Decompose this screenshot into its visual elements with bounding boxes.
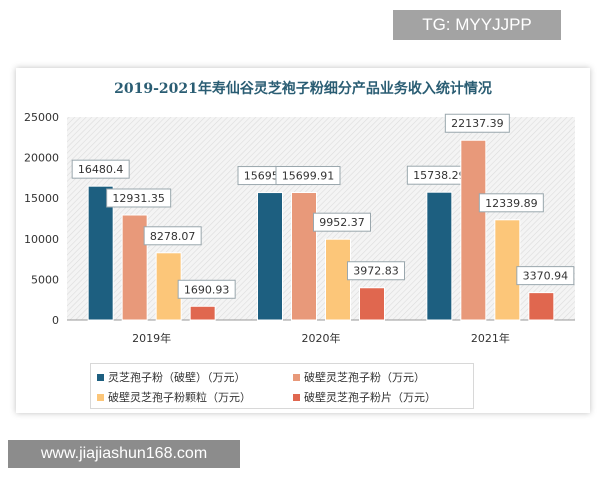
data-label-box bbox=[313, 212, 371, 232]
y-tick-label: 5000 bbox=[31, 273, 59, 286]
bar bbox=[325, 238, 351, 321]
data-label: 1690.93 bbox=[184, 283, 230, 296]
legend-swatch bbox=[97, 373, 104, 381]
data-label: 9952.37 bbox=[319, 216, 365, 229]
data-label: 8278.07 bbox=[150, 230, 196, 243]
legend: 灵芝孢子粉（破壁）（万元） 破壁灵芝孢子粉（万元） 破壁灵芝孢子粉颗粒（万元） … bbox=[90, 363, 474, 409]
y-tick-label: 20000 bbox=[24, 152, 59, 165]
data-label: 15738.29 bbox=[413, 169, 466, 182]
data-label-box bbox=[106, 188, 172, 208]
legend-item-2: 破壁灵芝孢子粉（万元） bbox=[293, 369, 425, 385]
legend-item-4: 破壁灵芝孢子粉片（万元） bbox=[293, 389, 436, 405]
bar bbox=[121, 214, 148, 321]
legend-label: 破壁灵芝孢子粉片（万元） bbox=[304, 391, 436, 404]
legend-item-3: 破壁灵芝孢子粉颗粒（万元） bbox=[97, 389, 251, 405]
legend-swatch bbox=[293, 393, 300, 401]
bar bbox=[291, 192, 317, 321]
bar bbox=[528, 292, 555, 321]
data-label-box bbox=[275, 166, 341, 186]
chart-card: 2019-2021年寿仙谷灵芝袍子粉细分产品业务收入统计情况 0 5000 1000… bbox=[16, 68, 590, 413]
y-tick-label: 10000 bbox=[24, 233, 59, 246]
x-tick-label: 2019年 bbox=[132, 331, 171, 345]
data-label-box bbox=[177, 279, 236, 299]
data-label: 3972.83 bbox=[353, 265, 399, 278]
legend-swatch bbox=[97, 393, 104, 401]
data-label-box bbox=[478, 193, 544, 213]
data-label-box bbox=[444, 113, 510, 133]
data-label: 15699.91 bbox=[282, 170, 335, 183]
y-tick-label: 15000 bbox=[24, 192, 59, 205]
data-label-box bbox=[143, 226, 202, 246]
bar bbox=[257, 192, 283, 321]
bar bbox=[87, 185, 114, 321]
y-tick-label: 25000 bbox=[24, 111, 59, 124]
data-label-box bbox=[347, 261, 405, 281]
bar bbox=[359, 287, 385, 321]
watermark-bottom: www.jiajiashun168.com bbox=[8, 440, 240, 468]
watermark-top: TG: MYYJJPP bbox=[393, 10, 561, 40]
data-label: 3370.94 bbox=[523, 270, 569, 283]
legend-label: 破壁灵芝孢子粉（万元） bbox=[304, 371, 425, 384]
data-label: 12931.35 bbox=[112, 192, 165, 205]
legend-label: 破壁灵芝孢子粉颗粒（万元） bbox=[108, 391, 251, 404]
bar bbox=[494, 219, 521, 321]
legend-label: 灵芝孢子粉（破壁）（万元） bbox=[108, 371, 246, 384]
data-label: 22137.39 bbox=[451, 117, 504, 130]
data-label: 16480.4 bbox=[78, 163, 124, 176]
data-label-box bbox=[71, 159, 130, 179]
bar bbox=[189, 305, 216, 321]
chart-title: 2019-2021年寿仙谷灵芝袍子粉细分产品业务收入统计情况 bbox=[114, 81, 492, 97]
y-tick-label: 0 bbox=[52, 314, 59, 327]
bar-chart: 0 5000 10000 15000 20000 25000 16480.4 12931.35… bbox=[24, 111, 575, 345]
legend-item-1: 灵芝孢子粉（破壁）（万元） bbox=[97, 369, 246, 385]
data-label: 12339.89 bbox=[485, 197, 538, 210]
x-tick-label: 2020年 bbox=[302, 331, 341, 345]
bar bbox=[460, 139, 487, 321]
bar bbox=[155, 252, 182, 321]
bar bbox=[426, 191, 453, 321]
x-tick-label: 2021年 bbox=[471, 331, 510, 345]
data-label-box bbox=[516, 266, 575, 286]
legend-swatch bbox=[293, 373, 300, 381]
